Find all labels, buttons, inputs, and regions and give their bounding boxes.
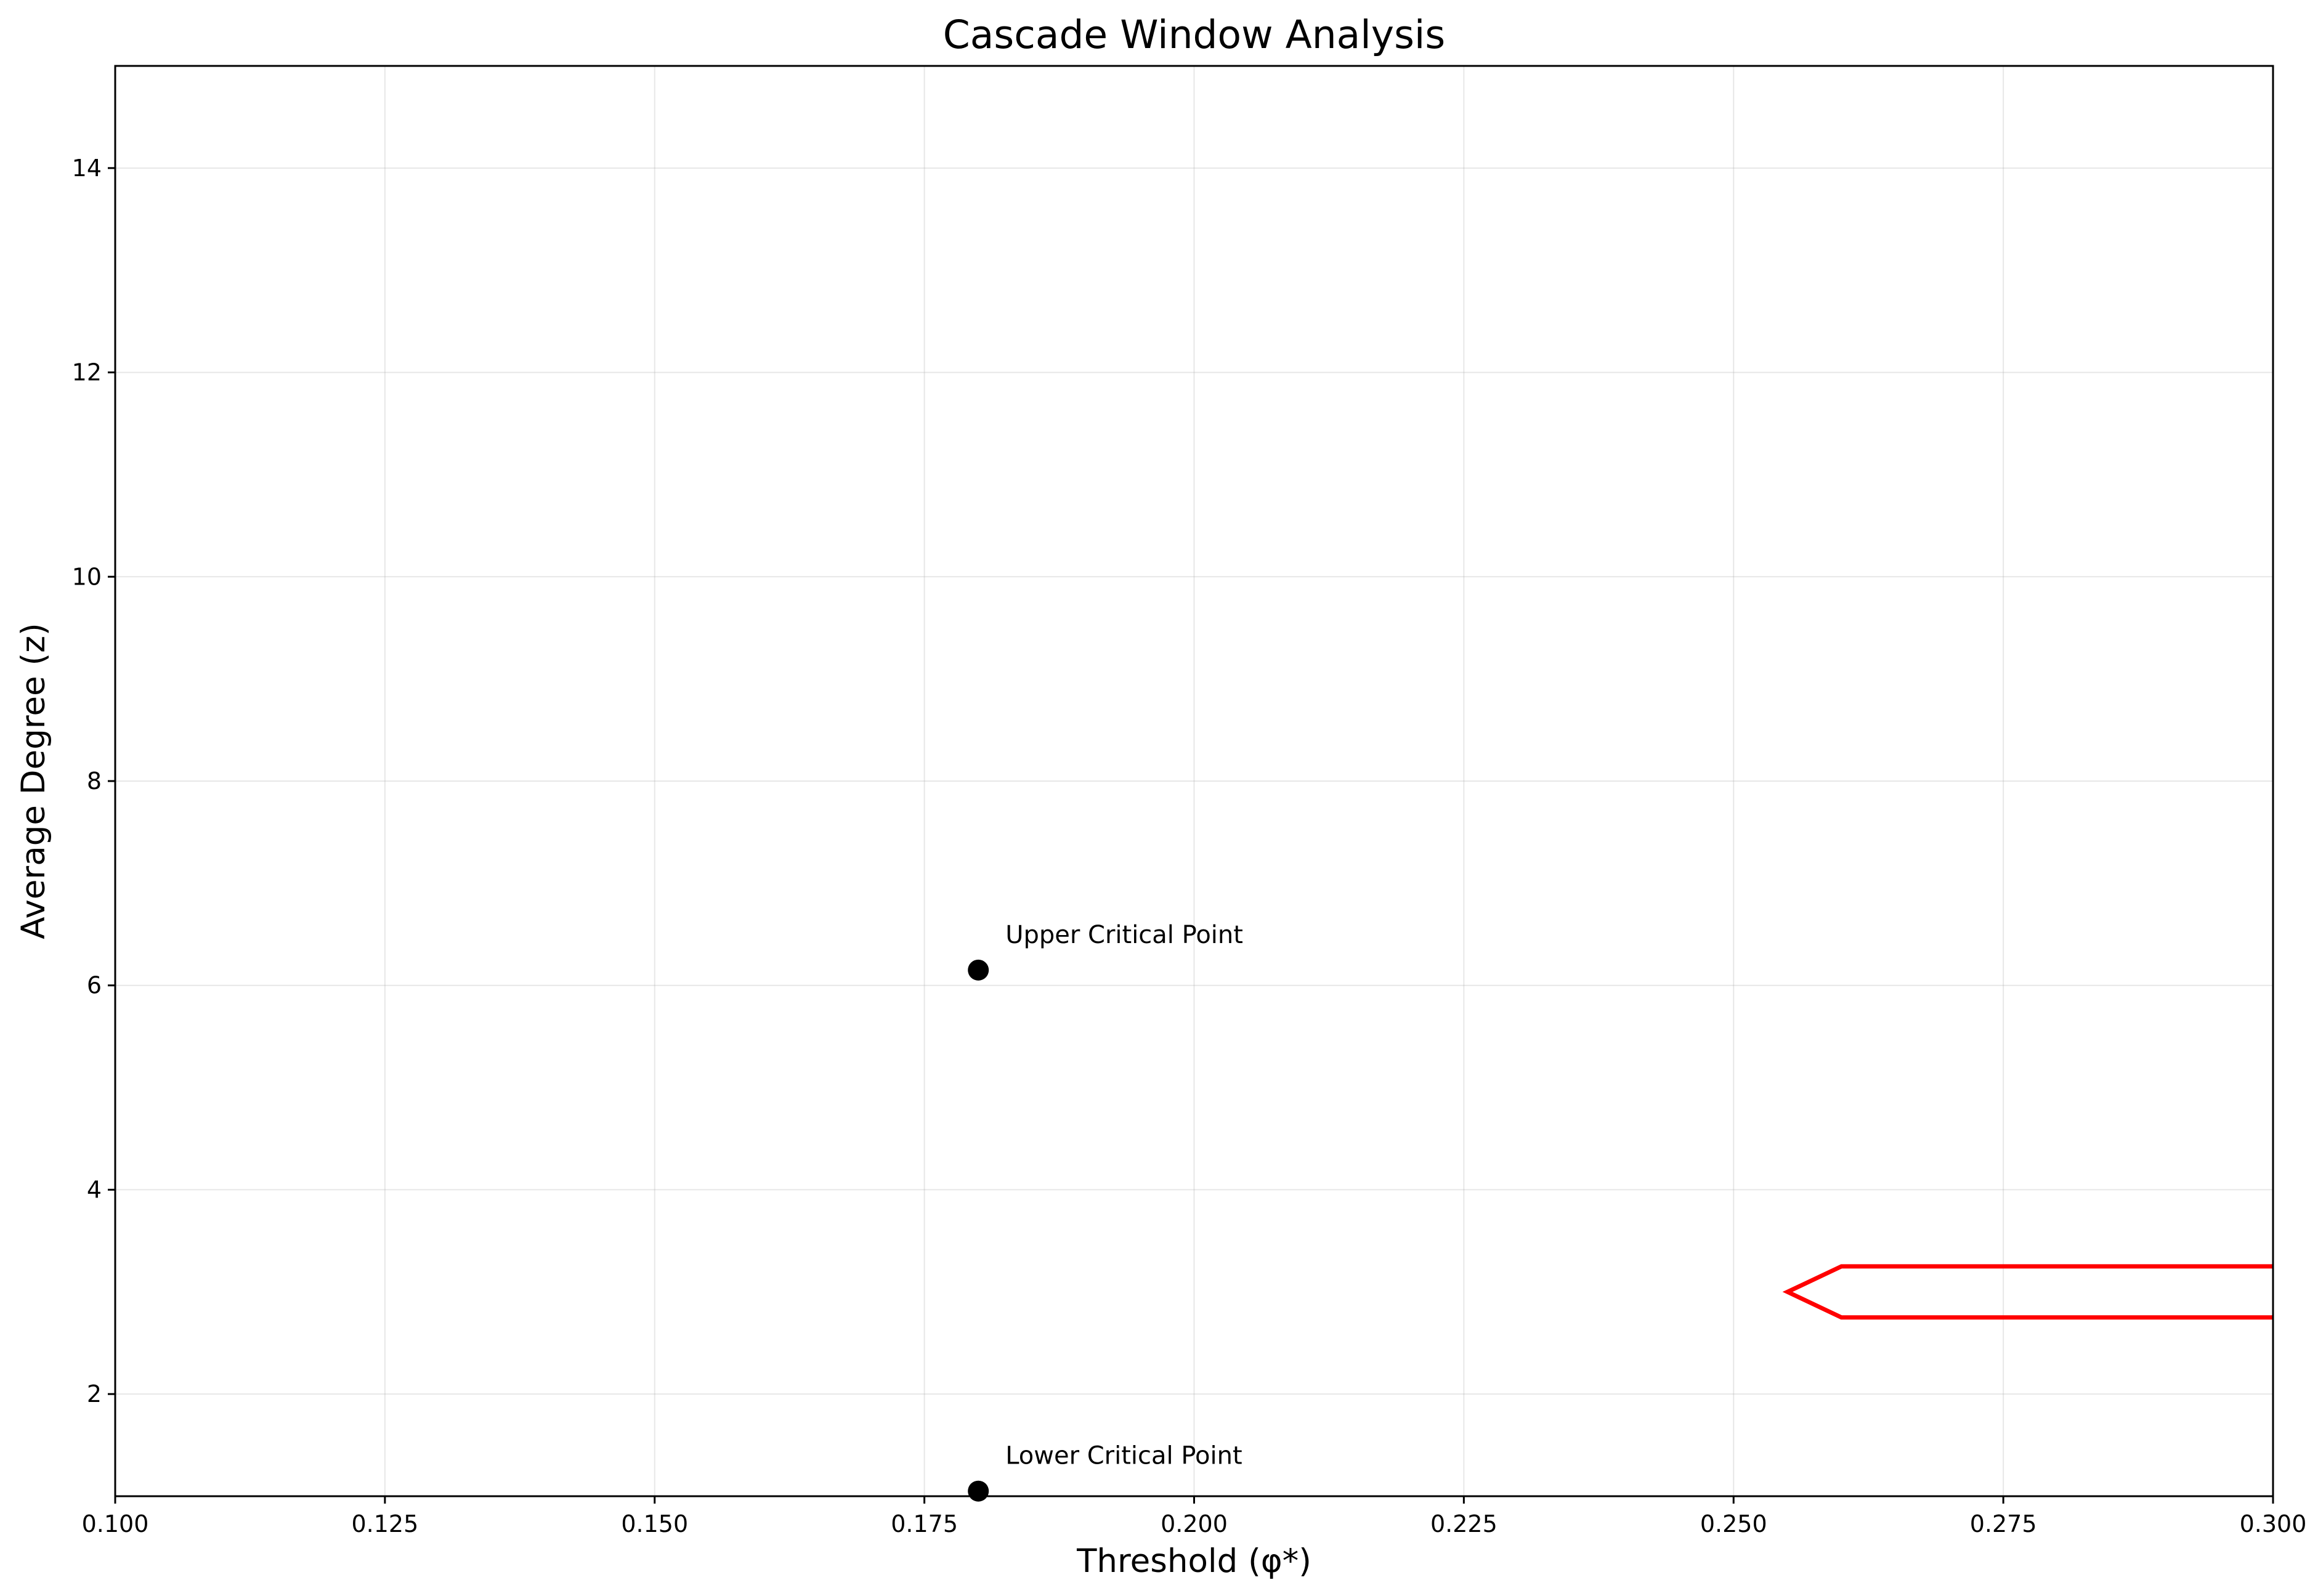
red-arrow bbox=[1782, 1264, 2273, 1320]
x-tick-label: 0.125 bbox=[351, 1510, 418, 1537]
y-axis-label: Average Degree (z) bbox=[15, 623, 52, 939]
x-tick-label: 0.150 bbox=[621, 1510, 688, 1537]
y-tick-label: 4 bbox=[87, 1176, 102, 1203]
x-tick-label: 0.100 bbox=[82, 1510, 149, 1537]
y-tick-label: 10 bbox=[72, 563, 102, 590]
x-tick-label: 0.225 bbox=[1430, 1510, 1497, 1537]
chart-title: Cascade Window Analysis bbox=[943, 12, 1445, 57]
critical-point-marker bbox=[968, 1480, 989, 1502]
ticks: 0.100 0.125 0.150 0.175 0.200 0.225 0.250 0.275… bbox=[72, 155, 2307, 1537]
y-tick-label: 8 bbox=[87, 768, 102, 795]
x-tick-label: 0.275 bbox=[1970, 1510, 2037, 1537]
critical-point-marker bbox=[968, 959, 989, 981]
x-tick-label: 0.250 bbox=[1700, 1510, 1767, 1537]
x-axis-label: Threshold (φ*) bbox=[1076, 1542, 1311, 1580]
x-tick-label: 0.300 bbox=[2240, 1510, 2307, 1537]
x-tick-label: 0.200 bbox=[1161, 1510, 1228, 1537]
y-tick-label: 12 bbox=[72, 359, 102, 386]
x-tick-label: 0.175 bbox=[891, 1510, 958, 1537]
critical-point-annotation: Lower Critical Point bbox=[1005, 1442, 1242, 1470]
y-tick-label: 2 bbox=[87, 1380, 102, 1408]
y-tick-label: 14 bbox=[72, 155, 102, 182]
grid bbox=[115, 66, 2274, 1496]
critical-point-annotation: Upper Critical Point bbox=[1005, 921, 1243, 949]
y-tick-label: 6 bbox=[87, 972, 102, 999]
